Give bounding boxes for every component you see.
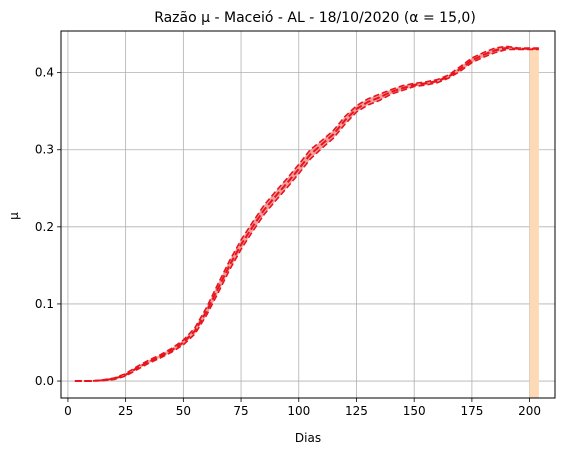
x-tick-label: 50: [176, 404, 191, 418]
mu-series-line: [74, 46, 539, 382]
x-tick-label: 0: [64, 404, 72, 418]
y-axis-label: μ: [7, 212, 21, 220]
x-tick-label: 175: [460, 404, 483, 418]
x-tick-label: 100: [287, 404, 310, 418]
y-tick-label: 0.1: [35, 297, 54, 311]
x-tick-label: 200: [518, 404, 541, 418]
x-tick-label: 25: [118, 404, 133, 418]
highlight-band-layer: [529, 47, 539, 398]
axis-ticks: 0 25 50 75 100 125 150 175 200 0.0 0.1 0.2 0.3 0.4: [35, 66, 541, 418]
x-axis-label: Dias: [295, 431, 321, 445]
chart-title: Razão μ - Maceió - AL - 18/10/2020 (α = …: [154, 10, 476, 26]
y-tick-label: 0.3: [35, 143, 54, 157]
series-line-layer: [74, 45, 539, 382]
plot-frame: [60, 30, 556, 399]
lower-bound-line: [74, 48, 539, 382]
upper-bound-line: [74, 45, 539, 382]
y-tick-label: 0.2: [35, 220, 54, 234]
highlight-band: [529, 47, 539, 398]
x-tick-label: 125: [345, 404, 368, 418]
y-tick-label: 0.4: [35, 66, 54, 80]
x-tick-label: 75: [233, 404, 248, 418]
y-tick-label: 0.0: [35, 374, 54, 388]
x-tick-label: 150: [403, 404, 426, 418]
